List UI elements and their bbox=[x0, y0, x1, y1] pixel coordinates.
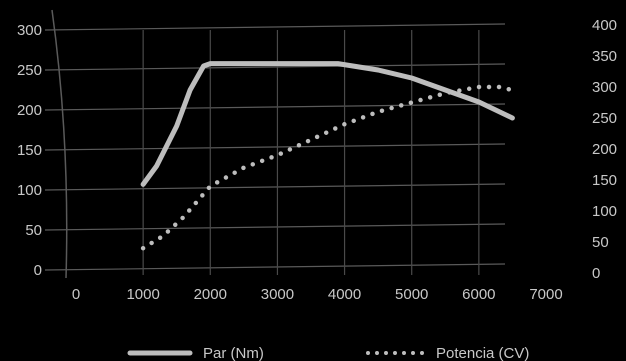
x-tick-label: 3000 bbox=[261, 286, 294, 303]
legend: Par (Nm) Potencia (CV) bbox=[127, 345, 529, 361]
y-left-tick-label: 300 bbox=[17, 22, 42, 39]
y-left-tick-label: 250 bbox=[17, 62, 42, 79]
x-tick-label: 7000 bbox=[529, 286, 562, 303]
legend-item-torque-label: Par (Nm) bbox=[203, 345, 264, 361]
legend-item-power-label: Potencia (CV) bbox=[436, 345, 529, 361]
grid-line-horizontal bbox=[44, 223, 506, 231]
y-right-tick-label: 100 bbox=[592, 203, 617, 220]
x-tick-label: 5000 bbox=[395, 286, 428, 303]
grid-line-horizontal bbox=[44, 143, 506, 151]
y-left-tick-label: 0 bbox=[34, 262, 42, 279]
series-layer bbox=[140, 61, 515, 251]
grid-line-horizontal bbox=[44, 263, 506, 271]
grid-line-left-curve bbox=[51, 9, 68, 279]
y-right-tick-label: 350 bbox=[592, 48, 617, 65]
grid-line-horizontal bbox=[44, 63, 506, 71]
y-left-tick-label: 50 bbox=[25, 222, 42, 239]
grid-line-horizontal bbox=[44, 103, 506, 111]
x-axis: 0 1000 2000 3000 4000 5000 6000 7000 bbox=[72, 286, 563, 303]
series-line-power bbox=[140, 84, 515, 251]
left-axis: 0 50 100 150 200 250 300 bbox=[17, 22, 42, 279]
grid-line-horizontal bbox=[44, 23, 506, 31]
y-right-tick-label: 0 bbox=[592, 265, 600, 282]
y-left-tick-label: 100 bbox=[17, 182, 42, 199]
y-right-tick-label: 250 bbox=[592, 110, 617, 127]
x-tick-label: 0 bbox=[72, 286, 80, 303]
grid-line-horizontal bbox=[44, 183, 506, 191]
x-tick-label: 4000 bbox=[328, 286, 361, 303]
y-right-tick-label: 400 bbox=[592, 17, 617, 34]
y-left-tick-label: 200 bbox=[17, 102, 42, 119]
x-tick-label: 6000 bbox=[462, 286, 495, 303]
x-tick-label: 1000 bbox=[126, 286, 159, 303]
y-right-tick-label: 50 bbox=[592, 234, 609, 251]
series-line-torque bbox=[140, 61, 515, 187]
y-right-tick-label: 150 bbox=[592, 172, 617, 189]
x-tick-label: 2000 bbox=[194, 286, 227, 303]
grid bbox=[44, 9, 506, 279]
y-right-tick-label: 200 bbox=[592, 141, 617, 158]
y-right-tick-label: 300 bbox=[592, 79, 617, 96]
y-left-tick-label: 150 bbox=[17, 142, 42, 159]
right-axis: 0 50 100 150 200 250 300 350 400 bbox=[592, 17, 617, 282]
